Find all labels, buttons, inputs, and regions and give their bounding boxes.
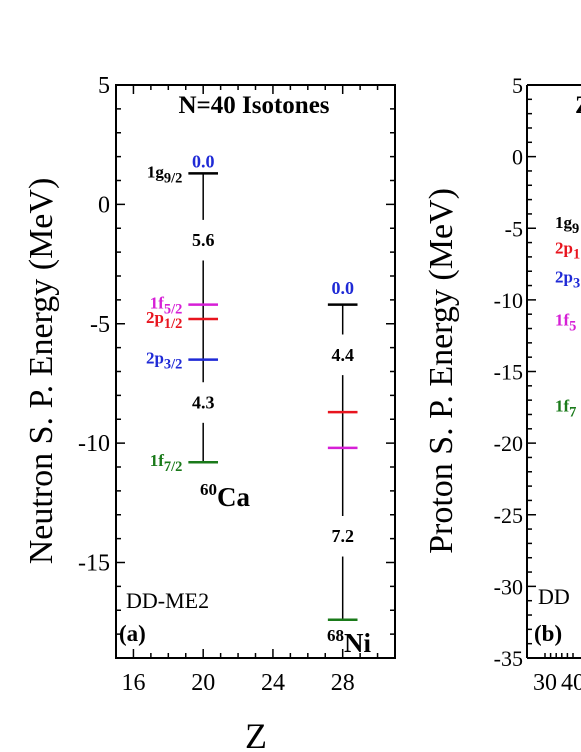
- gap-annotation: 5.6: [192, 230, 215, 250]
- panel-a-ytick-label: -15: [78, 551, 110, 577]
- panel-a-ylabel: Neutron S. P. Energy (MeV): [23, 178, 60, 565]
- panel-b-ylabel: Proton S. P. Energy (MeV): [423, 188, 460, 554]
- gap-annotation: 0.0: [331, 278, 354, 298]
- panel-a-ytick-label: -5: [90, 312, 110, 338]
- panel-b-orbital-label: 1f7: [555, 396, 576, 420]
- panel-b-ytick-label: -25: [494, 503, 523, 528]
- panel-b-orbital-label: 1f5: [555, 310, 576, 334]
- panel-b-model-label: DD: [538, 584, 570, 609]
- panel-b-ytick-label: -20: [494, 431, 523, 456]
- panel-b-ytick-label: 0: [512, 145, 523, 170]
- panel-a-xtick-label: 16: [121, 670, 145, 696]
- panel-b-orbital-label: 1g9: [555, 213, 579, 237]
- panel-b-ytick-label: -10: [494, 288, 523, 313]
- panel-b-title: Z: [575, 92, 581, 119]
- panel-a-xtick-label: 20: [191, 670, 215, 696]
- orbital-label: 1f5/2: [150, 294, 183, 318]
- panel-b-ytick-label: -35: [494, 646, 523, 671]
- panel-b-ytick-label: -15: [494, 360, 523, 385]
- gap-annotation: 7.2: [331, 526, 354, 546]
- panel-b-ticks: 5 0 -5 -10 -15 -20 -25 -30 -35 30 40: [494, 73, 581, 696]
- orbital-label: 1f7/2: [150, 451, 183, 475]
- panel-b-xtick-label: 40: [561, 670, 581, 696]
- panel-a-ytick-label: 5: [98, 73, 110, 99]
- gap-annotation: 0.0: [192, 151, 215, 171]
- panel-a-ticks: 5 0 -5 -10 -15 16 20 24 28: [78, 73, 396, 696]
- gap-annotation: 4.4: [331, 345, 354, 365]
- panel-a-model-label: DD-ME2: [126, 588, 209, 613]
- panel-b-ytick-label: -30: [494, 574, 523, 599]
- panel-b-ytick-label: -5: [505, 216, 523, 241]
- panel-a-ytick-label: -10: [78, 431, 110, 457]
- panel-a-label: (a): [119, 621, 146, 646]
- nucleus-label: 68Ni: [327, 626, 371, 658]
- nucleus-label: 60Ca: [200, 480, 250, 512]
- panel-b-label: (b): [534, 621, 562, 646]
- panel-b-orbital-label: 2p1: [555, 239, 580, 263]
- orbital-label: 1g9/2: [147, 162, 182, 186]
- panel-a-xlabel: Z: [245, 716, 267, 752]
- panel-a-xtick-label: 24: [261, 670, 285, 696]
- orbital-label: 2p1/2: [146, 308, 182, 332]
- panel-b-xtick-label: 30: [533, 670, 557, 696]
- panel-b-ytick-label: 5: [512, 73, 523, 98]
- panel-a-xtick-label: 28: [331, 670, 355, 696]
- gap-annotation: 4.3: [192, 393, 215, 413]
- panel-b-orbital-label: 2p3: [555, 267, 580, 291]
- orbital-label: 2p3/2: [146, 349, 182, 373]
- panel-a-title: N=40 Isotones: [178, 92, 329, 119]
- panel-a-ytick-label: 0: [98, 192, 110, 218]
